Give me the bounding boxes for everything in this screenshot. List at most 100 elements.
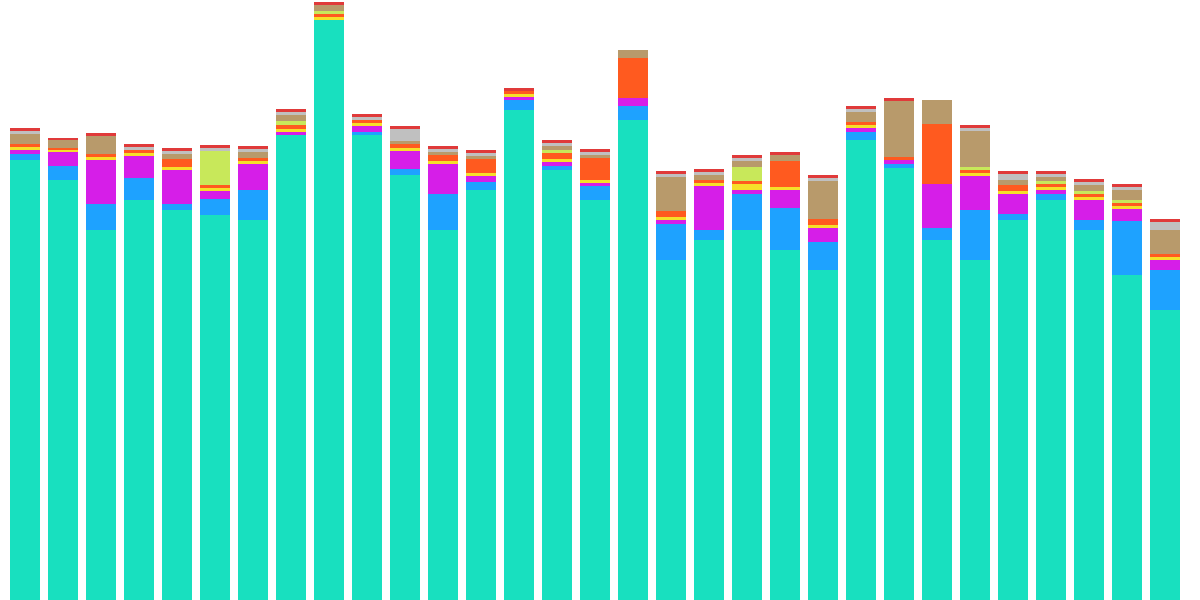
bar-column <box>770 152 800 600</box>
segment-blue <box>124 178 154 200</box>
segment-green <box>200 151 230 185</box>
segment-magenta <box>998 194 1028 214</box>
segment-magenta <box>694 186 724 230</box>
segment-teal <box>504 110 534 600</box>
segment-blue <box>770 208 800 250</box>
segment-blue <box>1150 270 1180 310</box>
segment-blue <box>428 194 458 230</box>
segment-orange <box>466 159 496 173</box>
segment-teal <box>276 135 306 600</box>
segment-blue <box>200 199 230 215</box>
bar-column <box>200 145 230 600</box>
stacked-bar-chart <box>0 0 1200 600</box>
segment-teal <box>618 120 648 600</box>
segment-tan <box>846 112 876 122</box>
segment-teal <box>48 180 78 600</box>
segment-magenta <box>1074 200 1104 220</box>
segment-blue <box>960 210 990 260</box>
segment-teal <box>428 230 458 600</box>
bar-column <box>1112 184 1142 600</box>
bar-column <box>808 175 838 600</box>
bar-column <box>1150 219 1180 600</box>
segment-green <box>732 167 762 181</box>
segment-teal <box>694 240 724 600</box>
segment-teal <box>352 135 382 600</box>
bar-column <box>10 128 40 600</box>
segment-teal <box>656 260 686 600</box>
segment-magenta <box>48 152 78 166</box>
segment-blue <box>694 230 724 240</box>
bar-column <box>48 138 78 600</box>
segment-magenta <box>808 228 838 242</box>
segment-orange <box>580 158 610 180</box>
segment-blue <box>466 182 496 190</box>
segment-tan <box>656 177 686 211</box>
bar-column <box>352 114 382 600</box>
segment-teal <box>1074 230 1104 600</box>
segment-blue <box>86 204 116 230</box>
segment-tan <box>618 50 648 58</box>
segment-teal <box>314 20 344 600</box>
segment-teal <box>960 260 990 600</box>
segment-tan <box>884 101 914 157</box>
segment-magenta <box>390 151 420 169</box>
segment-blue <box>808 242 838 270</box>
segment-teal <box>998 220 1028 600</box>
bar-column <box>504 88 534 600</box>
bar-column <box>428 146 458 600</box>
bar-column <box>694 169 724 600</box>
segment-tan <box>48 140 78 148</box>
bar-column <box>732 155 762 600</box>
segment-orange <box>162 159 192 167</box>
segment-blue <box>922 228 952 240</box>
segment-magenta <box>428 164 458 194</box>
segment-teal <box>162 210 192 600</box>
segment-tan <box>960 131 990 167</box>
segment-blue <box>1074 220 1104 230</box>
segment-teal <box>200 215 230 600</box>
segment-teal <box>846 140 876 600</box>
segment-magenta <box>960 176 990 210</box>
segment-magenta <box>922 184 952 228</box>
segment-magenta <box>200 191 230 199</box>
bar-column <box>124 144 154 600</box>
segment-teal <box>770 250 800 600</box>
segment-magenta <box>1150 260 1180 270</box>
bar-column <box>390 126 420 600</box>
bar-column <box>618 50 648 600</box>
bar-column <box>86 133 116 600</box>
segment-teal <box>1112 275 1142 600</box>
segment-tan <box>808 181 838 219</box>
segment-teal <box>580 200 610 600</box>
segment-gray <box>1150 222 1180 230</box>
segment-magenta <box>162 170 192 204</box>
bar-column <box>1074 179 1104 600</box>
segment-orange <box>618 58 648 98</box>
bar-column <box>1036 171 1066 600</box>
segment-blue <box>656 224 686 260</box>
segment-tan <box>10 134 40 144</box>
segment-magenta <box>238 164 268 190</box>
segment-magenta <box>124 156 154 178</box>
segment-gray <box>390 129 420 141</box>
segment-teal <box>808 270 838 600</box>
segment-blue <box>48 166 78 180</box>
bar-column <box>960 125 990 600</box>
bar-column <box>846 106 876 600</box>
segment-blue <box>238 190 268 220</box>
segment-orange <box>770 161 800 187</box>
segment-tan <box>86 136 116 154</box>
segment-teal <box>390 175 420 600</box>
bar-column <box>884 98 914 600</box>
segment-teal <box>10 160 40 600</box>
bar-column <box>998 171 1028 600</box>
segment-blue <box>1112 221 1142 275</box>
segment-teal <box>238 220 268 600</box>
segment-orange <box>922 124 952 184</box>
segment-magenta <box>1112 209 1142 221</box>
bar-column <box>162 148 192 600</box>
bar-column <box>276 109 306 600</box>
segment-blue <box>846 132 876 140</box>
segment-teal <box>1036 200 1066 600</box>
segment-teal <box>542 170 572 600</box>
